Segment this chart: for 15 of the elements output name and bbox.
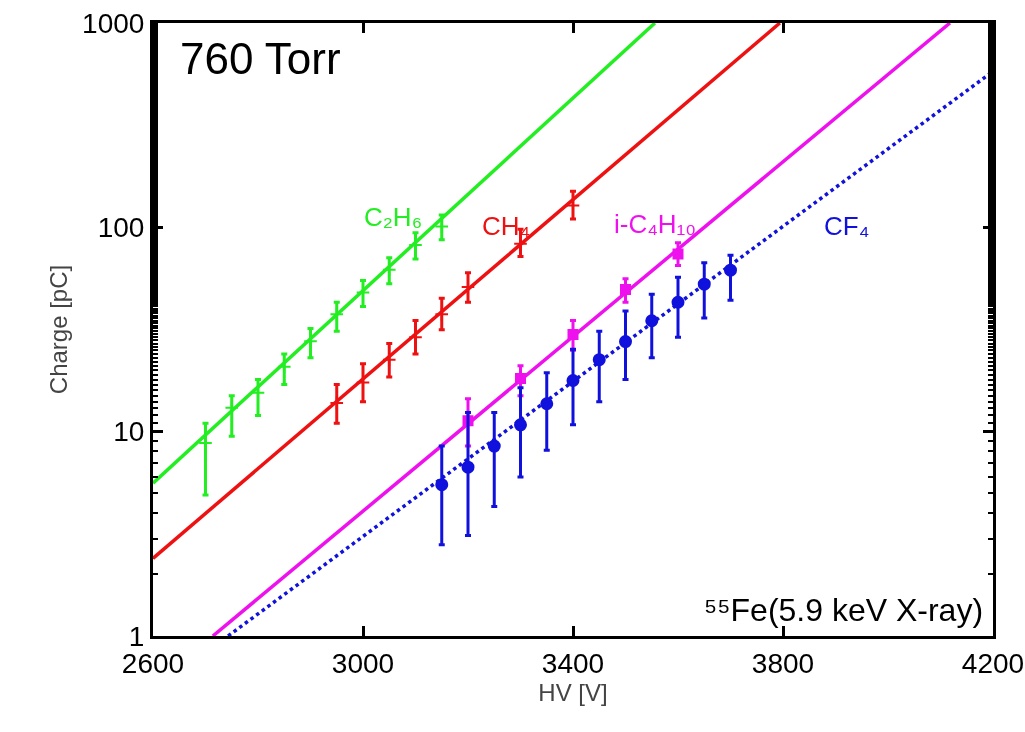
series-label: i-C₄H₁₀ [614,209,697,239]
x-tick-label: 3000 [331,647,395,679]
annotation: ⁵⁵Fe(5.9 keV X-ray) [704,592,984,628]
series-label: CH₄ [482,211,531,241]
annotation: 760 Torr [180,34,341,83]
y-tick-label: 10 [113,416,145,448]
x-tick-label: 3400 [541,647,605,679]
x-tick-label: 3800 [751,647,815,679]
y-tick-label: 100 [97,212,145,244]
x-tick-label: 4200 [961,647,1025,679]
series-label: C₂H₆ [364,202,423,232]
y-axis-title: Charge [pC] [45,264,73,395]
text: CF₄ [824,211,870,241]
x-axis-title: HV [V] [538,678,608,706]
y-tick-label: 1000 [82,7,145,39]
